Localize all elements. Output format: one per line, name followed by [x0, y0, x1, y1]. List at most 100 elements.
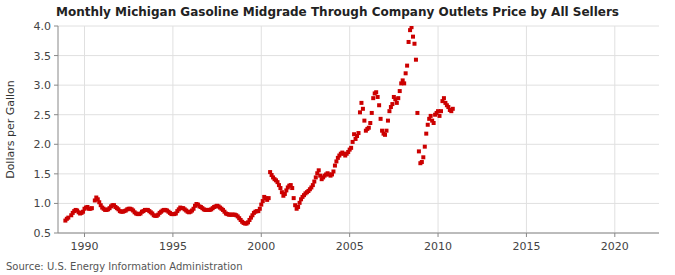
y-tick-label: 3.0	[34, 79, 52, 92]
point	[278, 186, 282, 190]
point	[383, 133, 387, 137]
x-tick-label: 2020	[601, 240, 629, 253]
point	[371, 96, 375, 100]
point	[292, 196, 296, 200]
point	[398, 89, 402, 93]
point	[367, 126, 371, 130]
x-tick	[84, 233, 85, 237]
point	[357, 131, 361, 135]
point	[311, 183, 315, 187]
point	[283, 192, 287, 196]
x-grid-line	[438, 26, 439, 233]
point	[414, 58, 418, 62]
point	[420, 160, 424, 164]
point	[368, 121, 372, 125]
point	[426, 123, 430, 127]
point	[376, 95, 380, 99]
point	[402, 81, 406, 85]
y-tick-label: 4.0	[34, 20, 52, 33]
x-grid-line	[614, 26, 615, 233]
y-axis-line	[58, 26, 59, 233]
point	[359, 101, 363, 105]
axes: 0.51.01.52.02.53.03.54.01990199520002005…	[34, 20, 660, 253]
point	[410, 26, 414, 29]
point	[423, 145, 427, 149]
y-tick-label: 1.0	[34, 197, 52, 210]
x-tick	[614, 233, 615, 237]
y-grid-line	[58, 26, 659, 27]
point	[333, 164, 337, 168]
point	[267, 196, 271, 200]
x-tick-label: 2010	[424, 240, 452, 253]
x-tick	[172, 233, 173, 237]
point	[396, 96, 400, 100]
point	[259, 203, 263, 207]
x-tick-label: 1995	[159, 240, 187, 253]
y-grid-line	[58, 233, 659, 234]
title: Monthly Michigan Gasoline Midgrade Throu…	[56, 5, 619, 19]
source-note: Source: U.S. Energy Information Administ…	[6, 261, 243, 272]
point	[384, 129, 388, 133]
point	[349, 146, 353, 150]
x-axis-line	[58, 233, 659, 234]
x-tick	[438, 233, 439, 237]
point	[290, 186, 294, 190]
y-tick-label: 2.5	[34, 109, 52, 122]
point	[334, 159, 338, 163]
point	[387, 109, 391, 113]
point	[395, 101, 399, 105]
point	[390, 102, 394, 106]
x-tick-label: 2005	[336, 240, 364, 253]
point	[379, 117, 383, 121]
grid	[58, 26, 659, 233]
y-tick	[54, 173, 58, 174]
point	[362, 119, 366, 123]
y-grid-line	[58, 55, 659, 56]
x-tick	[526, 233, 527, 237]
y-tick-label: 0.5	[34, 227, 52, 240]
point	[451, 107, 455, 111]
y-grid-line	[58, 114, 659, 115]
point	[405, 64, 409, 68]
x-tick	[349, 233, 350, 237]
x-grid-line	[84, 26, 85, 233]
x-grid-line	[349, 26, 350, 233]
point	[312, 180, 316, 184]
y-tick	[54, 85, 58, 86]
x-tick-label: 1990	[71, 240, 99, 253]
point	[317, 168, 321, 172]
points	[63, 26, 454, 226]
y-tick	[54, 114, 58, 115]
point	[415, 111, 419, 115]
y-tick-label: 3.5	[34, 50, 52, 63]
point	[296, 205, 300, 209]
y-grid-line	[58, 85, 659, 86]
y-tick	[54, 233, 58, 234]
y-tick-label: 2.0	[34, 138, 52, 151]
y-grid-line	[58, 203, 659, 204]
y-tick	[54, 55, 58, 56]
point	[386, 119, 390, 123]
y-tick	[54, 203, 58, 204]
point	[439, 109, 443, 113]
background	[0, 0, 675, 275]
point	[331, 169, 335, 173]
x-tick	[261, 233, 262, 237]
x-tick-label: 2000	[247, 240, 275, 253]
point	[361, 107, 365, 111]
point	[358, 110, 362, 114]
point	[438, 114, 442, 118]
y-grid-line	[58, 144, 659, 145]
point	[407, 40, 411, 44]
point	[432, 121, 436, 125]
chart: Monthly Michigan Gasoline Midgrade Throu…	[0, 0, 675, 275]
point	[370, 111, 374, 115]
y-tick	[54, 26, 58, 27]
point	[429, 114, 433, 118]
point	[314, 175, 318, 179]
point	[412, 42, 416, 46]
point	[424, 132, 428, 136]
point	[411, 35, 415, 39]
x-grid-line	[526, 26, 527, 233]
point	[258, 207, 262, 211]
